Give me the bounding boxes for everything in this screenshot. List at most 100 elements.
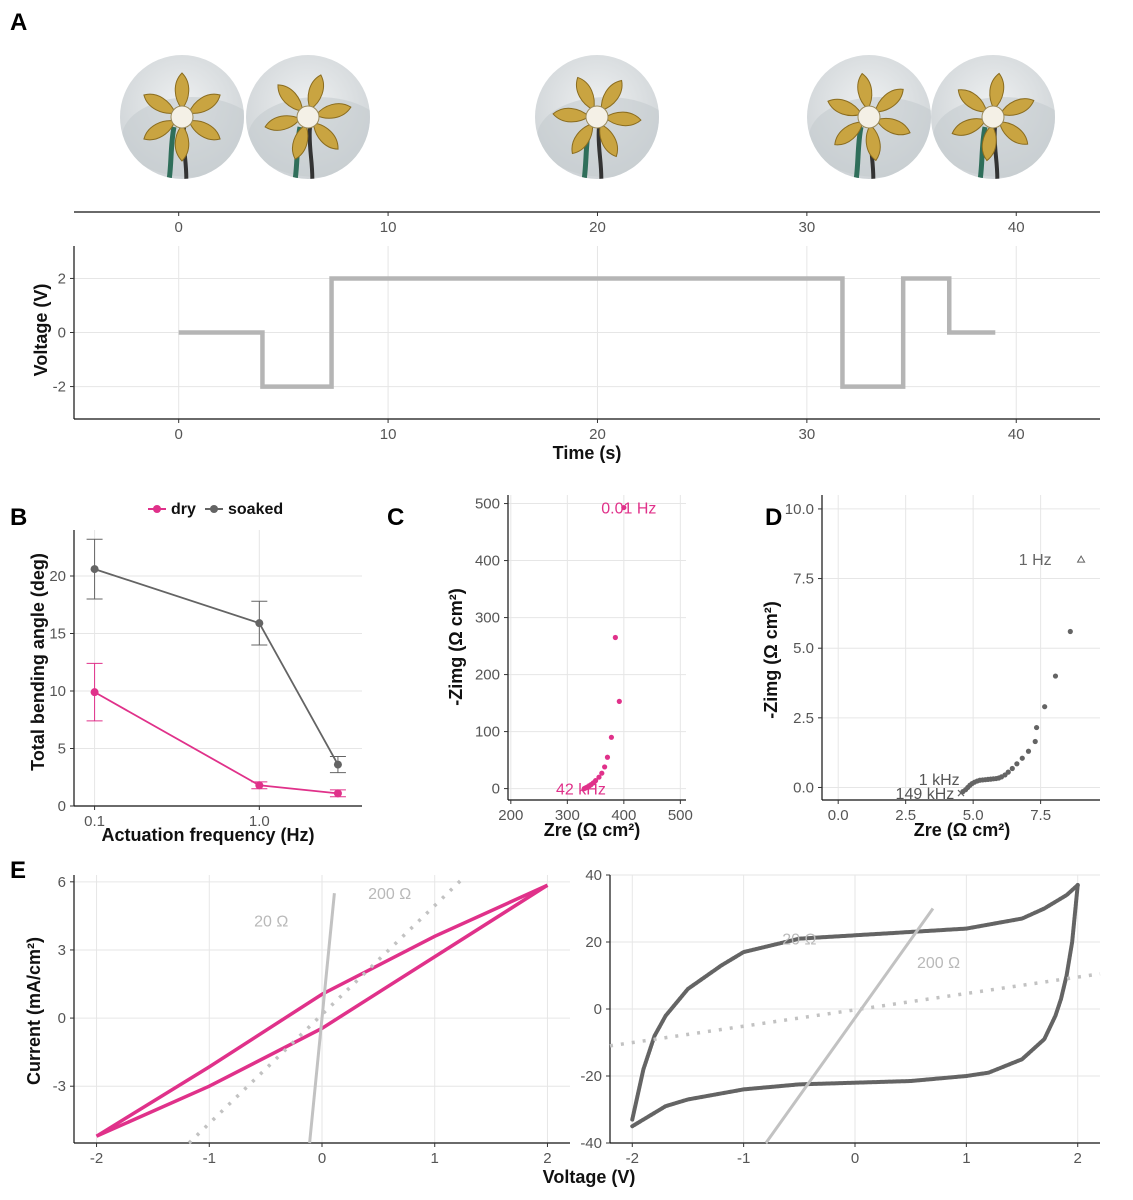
actuator-photo-20s [535, 55, 659, 179]
tick-label-y-e-right: -40 [580, 1135, 602, 1152]
resistor-20-ohm-line [308, 893, 336, 1144]
photo-wire-dark [307, 126, 315, 179]
actuator-photo-33s [807, 55, 931, 179]
photo-petal [957, 89, 988, 113]
annotation-149khz: 149 kHz [896, 786, 955, 803]
dry-impedance-point [592, 778, 599, 784]
soaked-impedance-point [1033, 724, 1040, 731]
tick-label-top-a: 30 [799, 219, 816, 236]
legend-dry-label: dry [171, 501, 196, 518]
soaked-impedance-point [1052, 673, 1059, 679]
photo-petal [552, 107, 590, 123]
tick-label-y-d: 0.0 [793, 779, 814, 796]
tick-label-x-c: 500 [668, 807, 693, 824]
tick-label-y-b: 0 [58, 798, 66, 815]
nyquist-soaked-chart: 0.0 2.5 5.0 7.5 0.0 2.5 5.0 7.5 10.0 1 Hz 1 kHz149… [785, 495, 1100, 824]
soaked-data-point [90, 565, 99, 574]
tick-label-x-d: 0.0 [828, 807, 849, 824]
tick-label-y-e-left: 3 [58, 942, 66, 959]
soaked-cv-curve [630, 883, 1080, 1129]
photo-petal [874, 88, 904, 113]
tick-label-x-d: 5.0 [963, 807, 984, 824]
panel-label-c: C [387, 504, 404, 531]
tick-label-y-e-right: 0 [594, 1001, 602, 1018]
actuator-photo-0s [120, 55, 244, 179]
tick-label-x-a: 30 [799, 426, 816, 443]
tick-label-y-b: 15 [49, 626, 66, 643]
photo-petal [604, 111, 642, 127]
annotation-1khz: 1 kHz [919, 772, 960, 789]
photo-content [537, 76, 659, 179]
tick-label-y-e-right: 40 [585, 867, 602, 884]
tick-label-x-e-left: 1 [431, 1150, 439, 1167]
soaked-impedance-point [1019, 755, 1025, 761]
tick-label-y-a: 2 [58, 270, 66, 287]
tick-label-top-a: 0 [175, 219, 183, 236]
photo-hub [981, 105, 1005, 129]
photo-wire [165, 126, 177, 179]
actuator-photo-39s [931, 55, 1055, 179]
photo-petal [951, 118, 987, 136]
soaked-data-point [255, 619, 264, 628]
tick-label-y-d: 7.5 [793, 571, 814, 588]
dry-data-point [90, 688, 99, 697]
resistor-200-ohm-line [187, 876, 466, 1145]
y-axis-title-b: Total bending angle (deg) [28, 553, 48, 771]
tick-label-x-e-right: 2 [1074, 1150, 1082, 1167]
photo-hub [857, 105, 881, 129]
cv-dry-chart: -2 -1 0 1 2 -3 0 3 6 20 Ω 200 Ω [53, 874, 570, 1167]
tick-label-y-c: 100 [475, 724, 500, 741]
photo-hub [585, 105, 609, 129]
resistor-20-ohm-line [764, 907, 935, 1144]
dry-impedance-point [616, 698, 622, 704]
x-axis-title-b: Actuation frequency (Hz) [101, 825, 314, 845]
voltage-series-line [178, 276, 996, 389]
photo-petal [865, 124, 881, 162]
cv-soaked-chart: -2 -1 0 1 2 -40 -20 0 20 40 20 Ω 200 Ω [580, 867, 1101, 1167]
photo-content [809, 72, 931, 179]
legend-dry-marker [153, 505, 161, 513]
annotation-1hz: 1 Hz [1019, 552, 1052, 569]
tick-label-x-d: 2.5 [895, 807, 916, 824]
dry-data-point [333, 789, 342, 798]
tick-label-y-d: 2.5 [793, 710, 814, 727]
legend-b: dry soaked [148, 501, 283, 518]
bending-angle-chart: 0.1 1.0 0 5 10 15 20 [49, 530, 362, 830]
x-axis-title-e: Voltage (V) [543, 1167, 636, 1187]
photo-petal [143, 93, 176, 114]
photo-petal [571, 122, 594, 155]
dry-impedance-point [621, 504, 627, 511]
y-axis-title-d: -Zimg (Ω cm²) [761, 601, 781, 718]
photo-petal [981, 124, 997, 162]
y-axis-title-c: -Zimg (Ω cm²) [446, 588, 466, 705]
soaked-impedance-point [1009, 765, 1015, 772]
tick-label-x-c: 300 [555, 807, 580, 824]
tick-label-y-e-left: 0 [58, 1010, 66, 1027]
tick-label-x-c: 400 [611, 807, 636, 824]
soaked-impedance-point [1005, 769, 1011, 775]
tick-label-x-b: 1.0 [249, 813, 270, 830]
dry-impedance-point [612, 634, 618, 641]
photo-petal [143, 120, 176, 141]
tick-label-y-a: 0 [58, 325, 66, 342]
photo-petal [857, 72, 873, 110]
legend-soaked-marker [210, 505, 218, 513]
photo-petal [599, 123, 618, 158]
soaked-cv-curve [630, 883, 1080, 1122]
photo-dish [933, 97, 1055, 177]
tick-label-y-b: 5 [58, 741, 66, 758]
tick-label-top-a: 20 [589, 219, 606, 236]
soaked-impedance-point [1042, 704, 1048, 710]
tick-label-x-e-right: -1 [737, 1150, 750, 1167]
tick-label-y-c: 200 [475, 667, 500, 684]
photo-wire [852, 126, 864, 179]
dry-impedance-point [608, 734, 615, 740]
soaked-series-line [94, 568, 339, 766]
photo-dish [122, 97, 244, 177]
tick-label-y-c: 500 [475, 496, 500, 513]
tick-label-x-e-right: 1 [962, 1150, 970, 1167]
photo-petal [827, 98, 863, 117]
photo-wire-dark [596, 126, 604, 179]
photo-petal [307, 74, 325, 111]
tick-label-y-e-right: 20 [585, 934, 602, 951]
